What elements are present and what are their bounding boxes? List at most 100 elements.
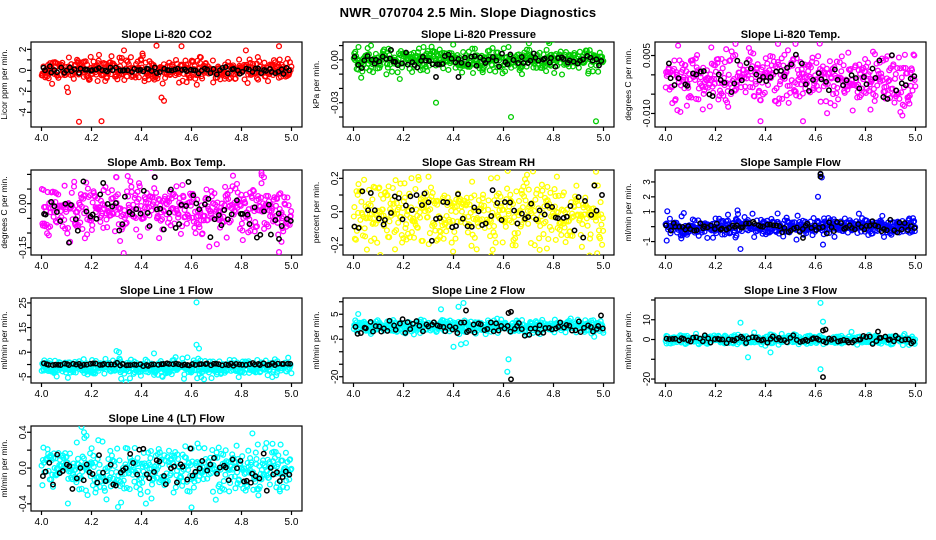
x-tick-label: 4.8: [235, 133, 249, 144]
x-tick-label: 4.4: [447, 389, 461, 400]
y-tick-label: 10: [642, 314, 653, 326]
x-axis: 4.0 4.2 4.4 4.6 4.8 5.0: [347, 383, 611, 400]
chart-canvas-slope-li-820-temp: Slope Li-820 Temp.degrees C per min.4.0 4…: [623, 29, 927, 144]
y-axis: 3 2 1 -1: [642, 179, 655, 246]
x-tick-label: 4.0: [347, 261, 361, 272]
y-axis: 2 0 -2 -4: [18, 46, 31, 117]
y-tick-label: 0.00: [330, 50, 341, 70]
series-slope-samples: [662, 171, 919, 253]
x-tick-label: 4.6: [497, 389, 511, 400]
x-tick-label: 5.0: [597, 261, 611, 272]
series-slope-samples: [350, 299, 607, 375]
y-tick-label: -0.15: [18, 236, 29, 259]
y-tick-label: 15: [18, 322, 29, 334]
chart-slope-line-1-flow: Slope Line 1 Flow ml/min per min. 4.0 4.2 4.…: [0, 284, 312, 412]
y-tick-label: 0.4: [18, 425, 29, 439]
plot-title: Slope Sample Flow: [740, 157, 841, 169]
charts-grid: Slope Li-820 CO2 Licor ppm per min. 4.0 4.2…: [0, 28, 936, 540]
y-axis-label: ml/min per min.: [624, 311, 633, 369]
chart-slope-li-820-co2: Slope Li-820 CO2 Licor ppm per min. 4.0 4.2…: [0, 28, 312, 156]
x-tick-label: 4.8: [547, 389, 561, 400]
y-tick-label: 0.0: [18, 461, 29, 475]
plot-box: [654, 297, 927, 384]
series-slope-means: [663, 326, 917, 381]
chart-slope-sample-flow: Slope Sample Flow ml/min per min. 4.0 4.2 4.…: [623, 156, 936, 284]
plot-box: [342, 297, 615, 384]
y-tick-label: 5: [18, 349, 29, 355]
x-tick-label: 4.8: [547, 133, 561, 144]
y-tick-label: -0.2: [330, 236, 341, 254]
y-axis-label: degrees C per min.: [0, 176, 9, 248]
x-axis: 4.0 4.2 4.4 4.6 4.8 5.0: [347, 255, 611, 272]
x-tick-label: 4.2: [709, 133, 723, 144]
y-tick-label: -4: [18, 107, 29, 116]
x-tick-label: 4.2: [85, 261, 99, 272]
x-axis: 4.0 4.2 4.4 4.6 4.8 5.0: [35, 383, 299, 400]
series-slope-samples: [38, 42, 295, 125]
x-tick-label: 4.2: [85, 133, 99, 144]
chart-slope-li-820-temp: Slope Li-820 Temp. degrees C per min. 4.0 4…: [623, 28, 936, 156]
plot-box: [30, 169, 303, 256]
y-tick-label: 0.005: [642, 43, 653, 68]
y-tick-label: 3: [642, 179, 653, 185]
y-axis-label: ml/min per min.: [624, 183, 633, 241]
plot-title: Slope Line 3 Flow: [744, 285, 837, 297]
x-axis: 4.0 4.2 4.4 4.6 4.8 5.0: [35, 511, 299, 528]
x-tick-label: 4.2: [397, 389, 411, 400]
y-tick-label: 0.0: [330, 204, 341, 218]
x-tick-label: 4.8: [235, 389, 249, 400]
plot-title: Slope Li-820 Temp.: [741, 29, 840, 41]
y-tick-label: 1: [642, 209, 653, 215]
x-tick-label: 4.4: [447, 133, 461, 144]
series-slope-means: [665, 51, 918, 102]
chart-canvas-slope-li-820-co2: Slope Li-820 CO2 Licor ppm per min. 4.0 4.2…: [0, 29, 303, 144]
x-tick-label: 4.0: [35, 517, 49, 528]
plot-title: Slope Amb. Box Temp.: [107, 157, 226, 169]
x-tick-label: 4.2: [709, 389, 723, 400]
series-slope-means: [39, 445, 293, 494]
x-tick-label: 4.4: [135, 261, 149, 272]
y-axis: 0.2 0.0 -0.2: [330, 171, 343, 254]
x-tick-label: 4.2: [397, 261, 411, 272]
chart-canvas-slope-line-4-lt-flow: Slope Line 4 (LT) Flow ml/min per min. 4.0…: [0, 413, 303, 528]
y-tick-label: 0: [642, 336, 653, 342]
page-title: NWR_070704 2.5 Min. Slope Diagnostics: [339, 5, 597, 20]
x-tick-label: 4.4: [759, 261, 773, 272]
y-tick-label: 25: [18, 297, 29, 309]
plot-title: Slope Li-820 Pressure: [421, 29, 536, 41]
x-tick-label: 4.4: [759, 133, 773, 144]
y-axis-label: ml/min per min.: [0, 311, 9, 369]
chart-slope-line-4-lt-flow: Slope Line 4 (LT) Flow ml/min per min. 4.0…: [0, 412, 312, 540]
y-axis-label: ml/min per min.: [0, 439, 9, 497]
y-tick-label: -20: [330, 369, 341, 384]
y-tick-label: -1: [642, 237, 653, 246]
y-tick-label: -5: [18, 372, 29, 381]
y-tick-label: 5: [330, 311, 341, 317]
y-axis: 0.00 -0.03: [330, 44, 343, 118]
plot-box: [654, 169, 927, 256]
plot-box: [342, 169, 615, 256]
y-tick-label: -5: [330, 334, 341, 343]
chart-slope-line-3-flow: Slope Line 3 Flow ml/min per min. 4.0 4.2 4.…: [623, 284, 936, 412]
y-axis: 25 15 5 -5: [18, 297, 31, 381]
x-tick-label: 4.8: [235, 261, 249, 272]
chart-slope-gas-stream-rh: Slope Gas Stream RH percent per min. 4.0 4.…: [311, 156, 624, 284]
plot-box: [654, 41, 927, 128]
x-tick-label: 4.8: [859, 389, 873, 400]
x-tick-label: 4.0: [35, 133, 49, 144]
y-axis: 0.005 -0.010: [642, 43, 655, 128]
series-slope-means: [40, 359, 294, 370]
plot-box: [30, 297, 303, 384]
y-axis: 0.4 0.0 -0.4: [18, 425, 31, 512]
x-tick-label: 4.6: [185, 389, 199, 400]
plot-title: Slope Gas Stream RH: [422, 157, 535, 169]
series-slope-means: [352, 307, 606, 383]
chart-slope-amb-box-temp: Slope Amb. Box Temp. degrees C per min. 4.…: [0, 156, 312, 284]
y-tick-label: 2: [642, 194, 653, 200]
x-tick-label: 4.2: [397, 133, 411, 144]
